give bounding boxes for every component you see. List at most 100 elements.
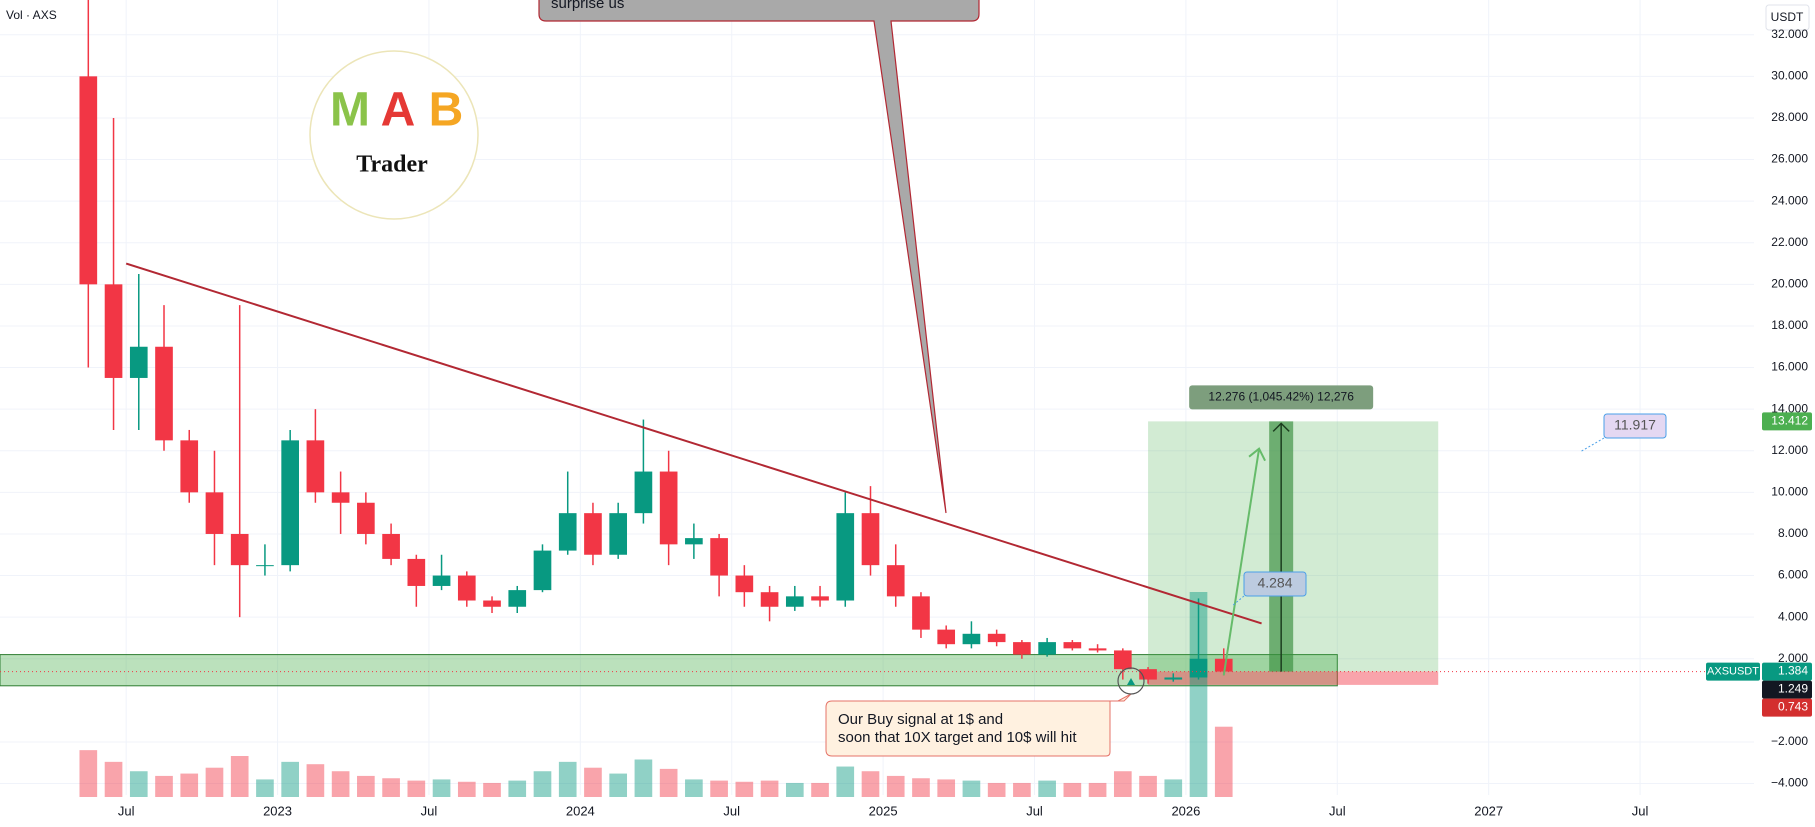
x-tick-label: 2025 (869, 803, 898, 818)
measure-head (1272, 422, 1290, 432)
x-tick-label: 2026 (1171, 803, 1200, 818)
price-note: 4.284 (1257, 575, 1292, 591)
volume-bar (987, 782, 1006, 797)
volume-bar (1139, 775, 1157, 797)
logo-text: Trader (356, 152, 428, 178)
volume-bar (1189, 592, 1208, 797)
y-tick-label: 28.000 (1771, 110, 1808, 124)
price-label: 0.743 (1778, 700, 1808, 714)
volume-bar (483, 782, 501, 797)
candle-body (1139, 669, 1157, 680)
trendline (125, 262, 1262, 625)
x-tick-label: Jul (723, 803, 740, 818)
volume-bar (1113, 771, 1132, 797)
callout-text: surprise us (551, 0, 624, 12)
price-label-bg (1762, 662, 1812, 681)
candle-body (382, 533, 400, 559)
y-tick-label: −4.000 (1771, 776, 1808, 790)
volume-bar (281, 761, 299, 797)
note-leader (1579, 437, 1605, 453)
volume-bar (205, 767, 224, 797)
candle-body (432, 575, 451, 586)
candle-body (584, 513, 602, 555)
candle-body (1214, 658, 1233, 672)
logo-letter: A (381, 84, 416, 137)
y-tick-label: 26.000 (1771, 152, 1808, 166)
candle-body (558, 513, 577, 551)
callout-text: Our Buy signal at 1$ and (838, 711, 1003, 728)
volume-bar (306, 764, 325, 797)
candle-body (155, 346, 173, 441)
volume-bar (357, 775, 375, 797)
volume-bar (659, 768, 678, 797)
candle-body (785, 596, 804, 607)
volume-bar (79, 750, 98, 797)
price-note: 11.917 (1614, 417, 1656, 433)
bottom-callout: Our Buy signal at 1$ and soon that 10X t… (825, 693, 1132, 757)
candle-body (306, 440, 325, 493)
candles (79, 0, 1233, 684)
candle-body (1088, 648, 1107, 651)
volume-bar (785, 782, 804, 797)
x-tick-label: Jul (1632, 803, 1649, 818)
candle-body (735, 575, 754, 593)
price-label: 1.249 (1778, 682, 1808, 696)
candle-body (634, 471, 653, 514)
volume-bar (432, 779, 451, 797)
candle-body (912, 596, 930, 630)
volume-bar (609, 773, 628, 797)
y-tick-label: 10.000 (1771, 485, 1808, 499)
top-callout: surprise us (538, 0, 980, 514)
candle-body (685, 538, 703, 545)
volume-bar (533, 771, 552, 797)
volume-bar (558, 761, 577, 797)
candle-body (104, 284, 123, 378)
price-label: 1.384 (1778, 664, 1808, 678)
candle-body (1113, 650, 1132, 670)
logo: M A B Trader (309, 50, 479, 220)
support-zone (0, 654, 1338, 687)
currency-box (1765, 4, 1810, 31)
volume-bar (256, 779, 274, 797)
candle-body (180, 440, 199, 493)
logo-letter: M (330, 84, 370, 137)
volume-bar (1214, 726, 1233, 797)
candle-body (609, 513, 628, 555)
candle-body (457, 575, 476, 601)
currency-label: USDT (1771, 10, 1804, 24)
x-tick-label: 2027 (1474, 803, 1503, 818)
candle-body (230, 533, 249, 566)
x-tick-label: 2024 (566, 803, 595, 818)
volume-bar (382, 778, 400, 797)
x-tick-label: 2023 (263, 803, 292, 818)
candle-body (710, 538, 728, 576)
y-tick-label: 32.000 (1771, 27, 1808, 41)
volume-bar (1088, 782, 1107, 797)
volume-bar (1038, 780, 1056, 797)
y-tick-label: 16.000 (1771, 360, 1808, 374)
y-tick-label: 24.000 (1771, 193, 1808, 207)
price-label-bg (1762, 412, 1812, 431)
volume-label: Vol · AXS (6, 8, 57, 22)
y-tick-label: 22.000 (1771, 235, 1808, 249)
price-label: 13.412 (1771, 414, 1808, 428)
candle-body (937, 629, 956, 645)
candle-body (256, 565, 274, 567)
volume-bar (811, 782, 829, 797)
candle-body (1038, 642, 1056, 655)
volume-bar (180, 773, 199, 797)
volume-bar (710, 780, 728, 797)
volume-bar (634, 759, 653, 797)
price-label-bg (1762, 698, 1812, 717)
volume-bar (155, 775, 173, 797)
symbol-label: AXSUSDT (1707, 665, 1759, 677)
candle-body (281, 440, 299, 566)
y-tick-label: 18.000 (1771, 318, 1808, 332)
candle-body (987, 633, 1006, 643)
candle-body (811, 596, 829, 601)
candle-body (331, 492, 350, 503)
price-axis: USDT 32.000 30.000 28.000 26.000 24.000 22.00… (1754, 0, 1815, 827)
candle-body (508, 590, 527, 607)
stop-zone (1148, 671, 1439, 685)
